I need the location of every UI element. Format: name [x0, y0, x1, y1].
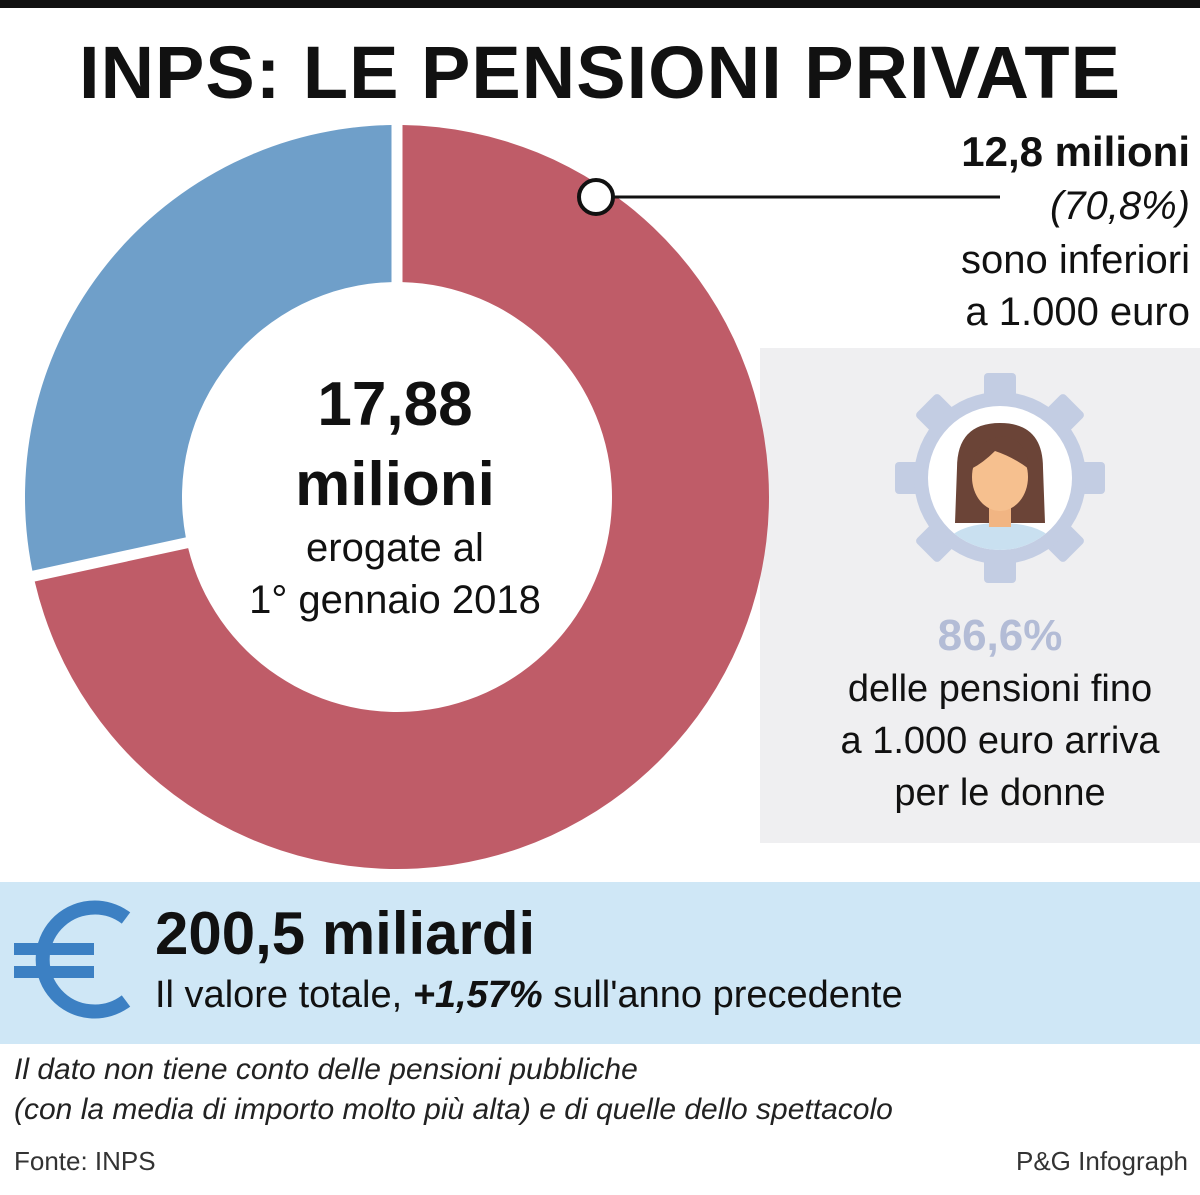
center-total-number: 17,88: [317, 370, 473, 439]
euro-icon: [14, 900, 131, 1019]
callout-marker: [577, 178, 615, 216]
donut-chart: [24, 125, 1000, 870]
footnote-line-1: Il dato non tiene conto delle pensioni p…: [14, 1053, 638, 1086]
total-prefix: Il valore totale,: [155, 974, 413, 1016]
page-title: INPS: LE PENSIONI PRIVATE: [79, 31, 1121, 114]
donut-slice-under-1000: [34, 125, 770, 870]
credit: P&G Infograph: [1016, 1146, 1188, 1176]
footnote-line-2: (con la media di importo molto più alta)…: [14, 1093, 893, 1126]
top-rule: [0, 0, 1200, 8]
woman-in-gear-icon: [895, 373, 1105, 583]
center-line-1: erogate al: [306, 526, 484, 570]
callout-pct: (70,8%): [1049, 184, 1190, 228]
callout-line-1: sono inferiori: [960, 238, 1190, 282]
center-line-2: 1° gennaio 2018: [249, 578, 541, 622]
women-pct: 86,6%: [937, 611, 1063, 660]
total-description: Il valore totale, +1,57% sull'anno prece…: [155, 970, 903, 1020]
women-line-3: per le donne: [894, 772, 1106, 814]
callout-value: 12,8 milioni: [961, 126, 1190, 179]
source: Fonte: INPS: [14, 1146, 156, 1176]
women-text: delle pensioni fino a 1.000 euro arriva …: [760, 663, 1200, 819]
total-suffix: sull'anno precedente: [542, 974, 903, 1016]
callout-value-text: 12,8 milioni: [961, 128, 1190, 175]
total-value: 200,5 miliardi: [155, 900, 536, 967]
women-line-1: delle pensioni fino: [847, 668, 1153, 710]
callout-line-2: a 1.000 euro: [965, 290, 1190, 334]
footnote: Il dato non tiene conto delle pensioni p…: [14, 1050, 893, 1130]
women-line-2: a 1.000 euro arriva: [840, 720, 1160, 762]
total-band: [0, 882, 1200, 1044]
total-delta: +1,57%: [412, 974, 543, 1016]
center-total-unit: milioni: [295, 450, 495, 519]
donut-slice-other: [24, 125, 392, 571]
